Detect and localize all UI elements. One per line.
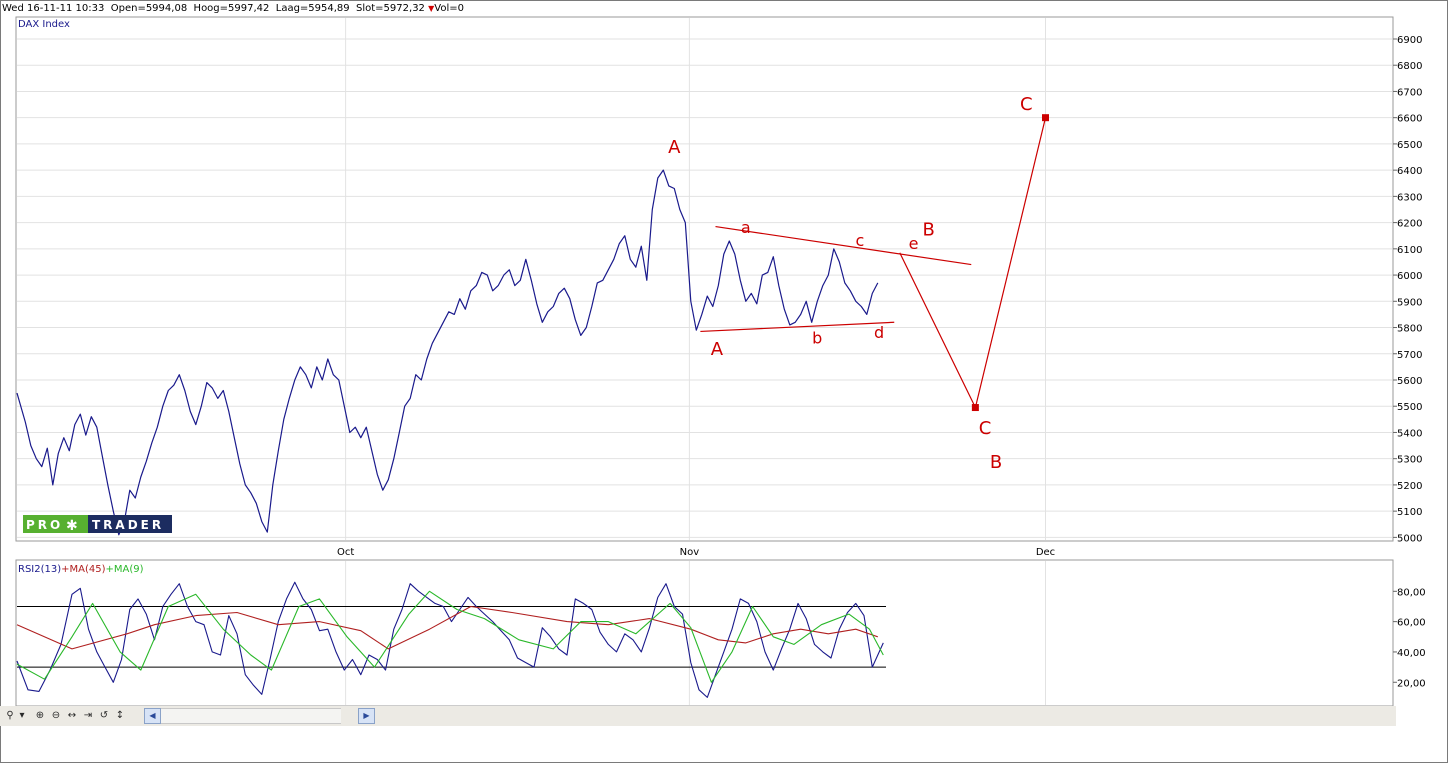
wave-label: a <box>741 218 751 237</box>
wave-label: A <box>668 137 681 158</box>
scroll-left-button[interactable]: ◀ <box>144 708 161 724</box>
price-y-tick-label: 5300 <box>1397 455 1422 466</box>
wave-label: A <box>711 339 724 360</box>
price-y-axis: 6900 6800 6700 6600 6500 6400 6300 6200 6100 6000… <box>1393 35 1422 544</box>
dax-price-line <box>16 169 879 536</box>
logo-text-pro: PRO <box>26 518 63 532</box>
open-value: Open=5994,08 <box>110 3 188 14</box>
go-to-end-icon[interactable]: ⇥ <box>83 710 93 721</box>
rsi-panel <box>15 559 1394 707</box>
chart-toolbar: ⚲ ▾ ⊕ ⊖ ↔ ⇥ ↺ ↕ ◀ ▶ <box>0 706 1396 726</box>
legend-ma9: +MA(9) <box>106 564 144 575</box>
price-y-tick-label: 5800 <box>1397 324 1422 335</box>
price-y-tick-label: 5500 <box>1397 402 1422 413</box>
rsi-legend: RSI2(13)+MA(45)+MA(9) <box>18 564 144 575</box>
price-y-tick-label: 6500 <box>1397 140 1422 151</box>
time-x-axis: Oct Nov Dec <box>337 547 1055 558</box>
wave-label: B <box>922 220 934 241</box>
price-y-tick-label: 5200 <box>1397 481 1422 492</box>
low-value: Laag=5954,89 <box>275 3 350 14</box>
x-tick-label: Dec <box>1036 547 1055 558</box>
ma9-line <box>16 590 884 683</box>
price-y-tick-label: 6600 <box>1397 114 1422 125</box>
wave-label: d <box>874 323 884 342</box>
wave-label: B <box>990 452 1002 473</box>
price-y-tick-label: 5700 <box>1397 350 1422 361</box>
rsi-y-tick-label: 60,00 <box>1397 618 1426 629</box>
logo-text-trader: TRADER <box>92 518 164 532</box>
rsi-line <box>16 581 884 698</box>
logo-green-block <box>23 515 88 533</box>
rsi-grid <box>345 561 1046 705</box>
rsi-y-tick-label: 80,00 <box>1397 587 1426 598</box>
price-y-tick-label: 6100 <box>1397 245 1422 256</box>
chart-title: DAX Index <box>18 19 70 30</box>
wave-label: c <box>855 231 864 250</box>
dropdown-arrow-icon[interactable]: ▾ <box>19 710 25 721</box>
price-y-tick-label: 5900 <box>1397 297 1422 308</box>
wave-label: C <box>979 418 992 439</box>
price-y-tick-label: 6200 <box>1397 219 1422 230</box>
price-y-tick-label: 6900 <box>1397 35 1422 46</box>
rsi-series <box>16 581 884 698</box>
reset-icon[interactable]: ↺ <box>99 710 109 721</box>
price-y-tick-label: 6400 <box>1397 166 1422 177</box>
wave-label: C <box>1020 94 1033 115</box>
price-series <box>16 169 879 536</box>
ohlc-info-bar: Wed 16-11-11 10:33 Open=5994,08 Hoog=599… <box>2 1 1392 16</box>
logo-navy-block <box>88 515 172 533</box>
high-value: Hoog=5997,42 <box>193 3 270 14</box>
volume-value: Vol=0 <box>434 3 464 14</box>
protrader-logo: PRO ✱ TRADER <box>23 515 172 534</box>
logo-star: ✱ <box>66 518 78 534</box>
price-y-tick-label: 5100 <box>1397 507 1422 518</box>
scroll-track[interactable] <box>161 708 341 724</box>
price-y-tick-label: 6300 <box>1397 192 1422 203</box>
date-time: Wed 16-11-11 10:33 <box>2 3 105 14</box>
zoom-out-icon[interactable]: ⊖ <box>51 710 61 721</box>
ma45-line <box>16 605 878 650</box>
price-grid <box>17 18 1392 540</box>
zoom-in-icon[interactable]: ⊕ <box>35 710 45 721</box>
x-tick-label: Nov <box>680 547 700 558</box>
rsi-y-tick-label: 40,00 <box>1397 648 1426 659</box>
trend-line <box>700 321 895 333</box>
price-panel <box>15 16 1394 542</box>
wave-label: b <box>812 328 822 347</box>
projection-marker <box>971 404 979 412</box>
volume-arrow-icon: ▼ <box>428 4 435 13</box>
price-y-tick-label: 6000 <box>1397 271 1422 282</box>
x-tick-label: Oct <box>337 547 354 558</box>
price-y-tick-label: 5600 <box>1397 376 1422 387</box>
projection-marker <box>1042 114 1049 122</box>
magnifier-icon[interactable]: ⚲ <box>6 710 14 721</box>
close-value: Slot=5972,32 <box>356 3 425 14</box>
fit-horizontal-icon[interactable]: ↔ <box>67 710 77 721</box>
wave-label: e <box>909 234 919 253</box>
trend-line <box>715 225 972 266</box>
price-y-tick-label: 6700 <box>1397 87 1422 98</box>
vertical-scale-icon[interactable]: ↕ <box>115 710 125 721</box>
scroll-right-button[interactable]: ▶ <box>358 708 375 724</box>
rsi-y-axis: 80,00 60,00 40,00 20,00 <box>1393 587 1426 689</box>
rsi-y-tick-label: 20,00 <box>1397 678 1426 689</box>
price-y-tick-label: 5400 <box>1397 428 1422 439</box>
legend-ma45: +MA(45) <box>61 564 105 575</box>
price-y-tick-label: 6800 <box>1397 61 1422 72</box>
price-y-tick-label: 5000 <box>1397 533 1422 544</box>
